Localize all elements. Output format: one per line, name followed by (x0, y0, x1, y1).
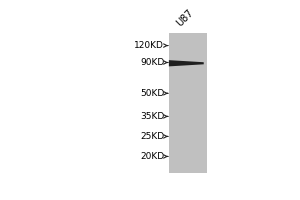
Polygon shape (169, 60, 204, 66)
Text: 35KD: 35KD (140, 112, 164, 121)
Text: 90KD: 90KD (140, 58, 164, 67)
Text: 25KD: 25KD (140, 132, 164, 141)
Text: 50KD: 50KD (140, 89, 164, 98)
Bar (169, 33, 207, 173)
Text: 120KD: 120KD (134, 41, 164, 50)
Text: 20KD: 20KD (140, 152, 164, 161)
Text: U87: U87 (175, 8, 196, 29)
